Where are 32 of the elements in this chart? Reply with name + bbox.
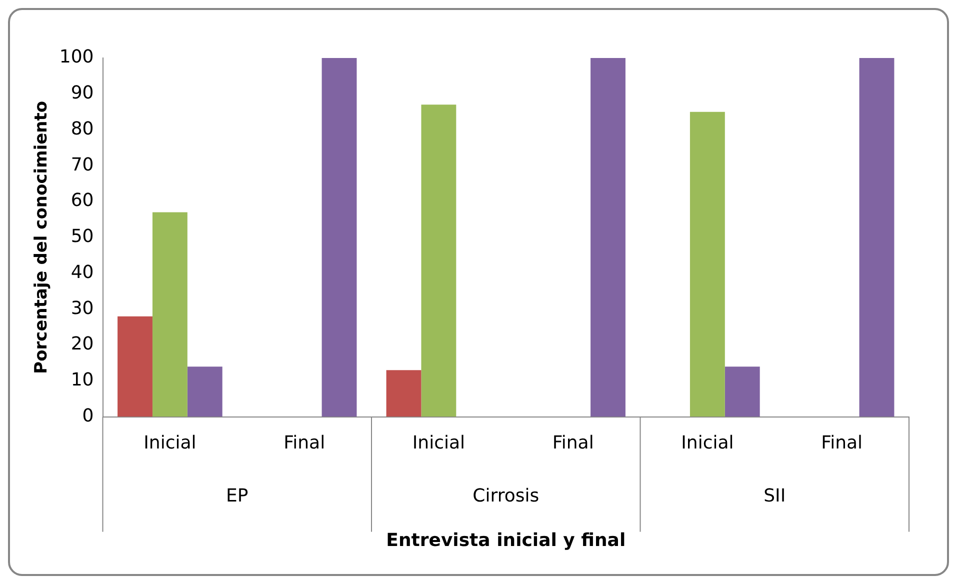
text: Cirrosis (472, 485, 540, 506)
x-tick-label: Inicial (412, 432, 466, 454)
y-tick-label: 90 (70, 82, 94, 104)
x-axis-title: Entrevista inicial y final (386, 530, 626, 551)
x-tick-label: Final (552, 432, 594, 454)
text: SII (764, 485, 786, 506)
y-tick-label: 10 (70, 370, 94, 391)
x-tick-label: Inicial (144, 432, 196, 454)
y-axis-title: Porcentaje del conocimiento (32, 100, 52, 374)
bar (118, 316, 152, 417)
bar (187, 366, 222, 417)
x-tick-label: Inicial (681, 432, 734, 454)
y-tick-label: 0 (82, 405, 94, 426)
bar (421, 104, 456, 417)
bar (386, 370, 422, 417)
y-tick-label: 80 (70, 118, 94, 140)
x-tick-label: Final (284, 432, 326, 454)
y-tick-label: 40 (70, 262, 94, 283)
y-tick-label: 20 (70, 334, 94, 355)
bar (590, 58, 626, 417)
y-tick-label: 100 (59, 46, 94, 68)
bar (152, 212, 188, 417)
y-tick-label: 50 (70, 226, 94, 248)
x-tick-label: Final (821, 432, 863, 454)
y-tick-label: 60 (70, 190, 94, 212)
y-tick-label: 70 (70, 154, 94, 176)
bar (859, 58, 894, 417)
bar (322, 58, 357, 417)
y-tick-label: 30 (70, 298, 94, 319)
text: EP (226, 485, 248, 506)
bar (724, 366, 760, 417)
bar (690, 112, 725, 417)
